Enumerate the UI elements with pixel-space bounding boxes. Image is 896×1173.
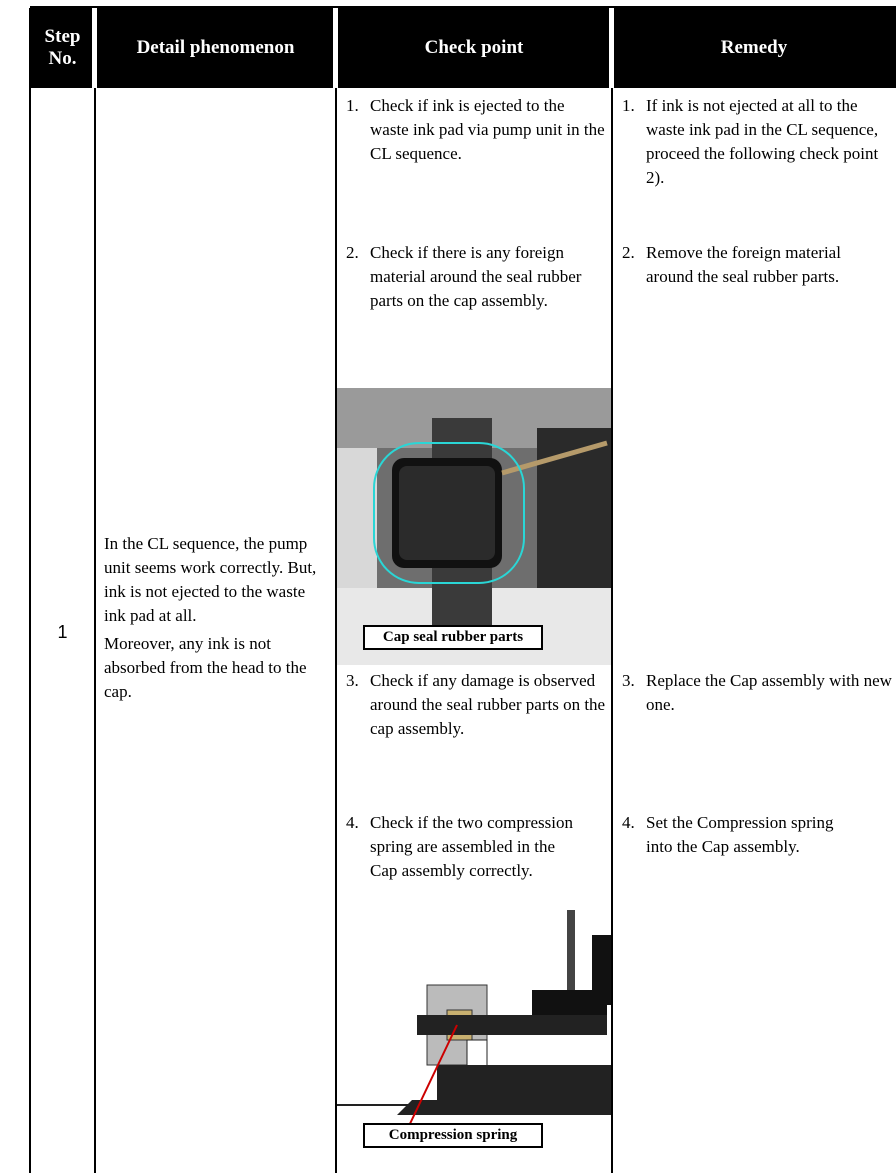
item-text: If ink is not ejected at all to the wast… [646,96,879,187]
item-number: 3. [346,671,359,690]
item-number: 3. [622,671,635,690]
figure-label: Cap seal rubber parts [363,625,543,650]
column-line [94,8,96,1173]
item-number: 2. [622,243,635,262]
item-number: 4. [622,813,635,832]
item-text: Set the Compression spring into the Cap … [646,813,834,856]
header-text: Detail phenomenon [136,37,295,58]
spring-drawing [337,910,611,1130]
header-cell: Detail phenomenon [95,8,336,88]
detail-text: Moreover, any ink is not absorbed from t… [104,634,307,701]
item-number: 2. [346,243,359,262]
item-number: 4. [346,813,359,832]
item-text: Check if the two compression spring are … [370,813,574,880]
item-text: Check if ink is ejected to the waste ink… [370,96,605,163]
column-line [611,8,613,1173]
detail-text: In the CL sequence, the pump unit seems … [104,534,317,625]
item-number: 1. [622,96,635,115]
item-text: Remove the foreign material around the s… [646,243,841,286]
header-separator [609,8,614,88]
header-separator [333,8,338,88]
remedy-item: 4. Set the Compression spring into the Ca… [622,811,852,859]
header-text: Check point [424,37,524,58]
cap-photo [337,388,611,665]
item-text: Replace the Cap assembly with new one. [646,671,892,714]
item-text: Check if there is any foreign material a… [370,243,582,310]
remedy-item: 3. Replace the Cap assembly with new one. [622,669,892,717]
remedy-item: 2. Remove the foreign material around the… [622,241,884,289]
header-separator [92,8,97,88]
column-line [29,8,31,1173]
top-border [30,6,896,8]
item-number: 1. [346,96,359,115]
item-text: Check if any damage is observed around t… [370,671,606,738]
header-cell: Remedy [612,8,896,88]
header-cell: Check point [336,8,612,88]
check-item: 4. Check if the two compression spring ar… [346,811,582,883]
column-line [335,8,337,1173]
check-item: 1. Check if ink is ejected to the waste i… [346,94,606,166]
check-item: 2. Check if there is any foreign material… [346,241,606,313]
check-item: 3. Check if any damage is observed around… [346,669,606,741]
header-text: Remedy [720,37,788,58]
figure-label: Compression spring [363,1123,543,1148]
detail: In the CL sequence, the pump unit seems … [104,532,329,708]
remedy-item: 1. If ink is not ejected at all to the wa… [622,94,884,190]
step-number: 1 [57,622,68,642]
header-text: Step No. [44,26,81,69]
header-cell: Step No. [30,8,95,88]
